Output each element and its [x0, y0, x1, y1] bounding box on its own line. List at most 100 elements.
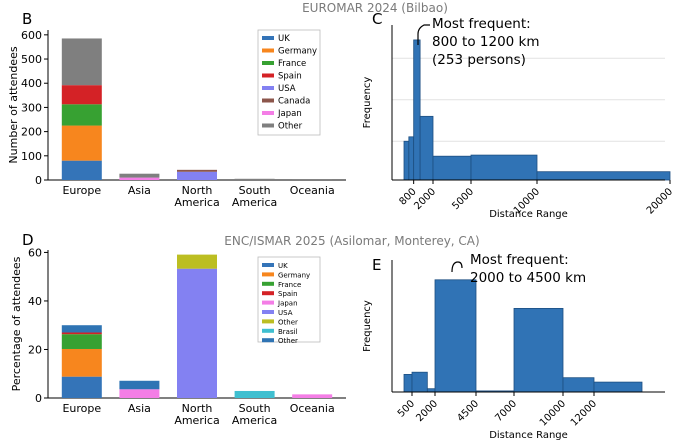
y-tick-label: 0: [35, 174, 42, 187]
legend-swatch-spain: [262, 291, 274, 296]
y-tick-label: 0: [35, 392, 42, 405]
panel-label: C: [372, 10, 382, 28]
bar-segment-south-america-other: [234, 178, 275, 180]
x-axis-label: Distance Range: [489, 430, 568, 441]
histogram-bar-10000-12000: [562, 377, 595, 393]
x-tick-label: Europe: [62, 402, 101, 415]
legend-swatch-usa: [262, 86, 274, 90]
legend-swatch-other: [262, 319, 274, 324]
x-tick-label: 2000: [414, 398, 440, 424]
bar-segment-europe-other: [61, 325, 102, 333]
histogram-bar-200-500: [403, 140, 410, 181]
y-tick-label: 200: [21, 126, 42, 139]
bar-segment-oceania-other: [292, 179, 333, 180]
legend-label-spain: Spain: [278, 290, 298, 298]
x-tick-label: America: [232, 196, 277, 209]
figure-title-top: EUROMAR 2024 (Bilbao): [302, 1, 448, 15]
legend-label-japan: Japan: [277, 109, 302, 119]
annotation-text: Most frequent:: [470, 252, 569, 268]
x-tick-label: Asia: [128, 184, 151, 197]
bar-segment-oceania-japan: [292, 394, 333, 398]
panel-label: E: [372, 256, 381, 274]
legend-swatch-japan: [262, 300, 274, 305]
legend-swatch-canada: [262, 98, 274, 103]
bar-segment-europe-germany: [61, 348, 102, 377]
legend-swatch-germany: [262, 48, 274, 53]
x-tick-label: Oceania: [290, 184, 335, 197]
x-tick-label: 4500: [455, 398, 481, 424]
x-tick-label: America: [232, 414, 277, 427]
legend-swatch-france: [262, 281, 274, 286]
bar-segment-europe-uk: [61, 376, 102, 398]
legend-swatch-brasil: [262, 328, 274, 333]
histogram-bar-0-500: [403, 373, 413, 393]
histogram-bar-1200-2000: [419, 115, 434, 181]
y-axis-label: Percentage of attendees: [10, 256, 23, 391]
bar-segment-europe-france: [61, 104, 102, 126]
legend-swatch-spain: [262, 73, 274, 78]
legend-box: [257, 29, 321, 136]
x-tick-label: America: [174, 414, 219, 427]
legend-label-france: France: [278, 59, 306, 69]
legend-swatch-usa: [262, 310, 274, 314]
x-tick-label: America: [174, 196, 219, 209]
legend-swatch-france: [262, 61, 274, 65]
bar-segment-europe-other: [61, 38, 102, 86]
bar-segment-europe-germany: [61, 125, 102, 161]
histogram-bar-2000-4500: [434, 279, 477, 393]
histogram-bar-5000-10000: [470, 154, 538, 181]
legend-swatch-uk: [262, 36, 274, 40]
legend-swatch-japan: [262, 111, 274, 115]
legend-swatch-other: [262, 338, 274, 343]
bar-segment-asia-japan: [119, 177, 160, 180]
legend-label-france: France: [278, 281, 301, 289]
legend-label-uk: UK: [278, 262, 288, 270]
y-axis-label: Frequency: [362, 77, 373, 129]
bar-segment-europe-france: [61, 334, 102, 349]
bar-segment-north-america-other: [177, 254, 217, 269]
bar-segment-north-america-usa: [177, 171, 217, 180]
y-tick-label: 60: [28, 246, 42, 259]
y-tick-label: 100: [21, 150, 42, 163]
bar-segment-south-america-brasil: [234, 390, 275, 398]
x-tick-label: Oceania: [290, 402, 335, 415]
histogram-bar-2000-5000: [432, 155, 472, 181]
bar-segment-asia-other: [119, 380, 160, 390]
x-tick-label: 20000: [645, 186, 675, 216]
y-tick-label: 500: [21, 53, 42, 66]
x-tick-label: South: [239, 184, 271, 197]
legend-label-canada: Canada: [278, 97, 310, 107]
y-tick-label: 40: [28, 295, 42, 308]
annotation-text: (253 persons): [432, 52, 526, 68]
x-tick-label: 5000: [450, 186, 476, 212]
legend-label-germany: Germany: [278, 47, 317, 57]
x-axis-label: Distance Range: [489, 209, 568, 220]
x-tick-label: 7000: [493, 398, 519, 424]
legend-label-japan: Japan: [277, 300, 298, 308]
bar-segment-north-america-usa: [177, 268, 217, 398]
x-tick-label: North: [182, 402, 213, 415]
legend-label-other: Other: [278, 318, 298, 326]
legend-box: [257, 256, 321, 343]
annotation-text: 800 to 1200 km: [432, 34, 540, 50]
x-tick-label: North: [182, 184, 213, 197]
y-tick-label: 20: [28, 343, 42, 356]
panel-d-stacked-bar-chart: D 0 20 40 60 Percentage of attendees Europe Asi…: [10, 231, 346, 427]
legend-label-brasil: Brasil: [278, 328, 298, 336]
bar-segment-asia-japan: [119, 389, 160, 398]
legend-swatch-uk: [262, 263, 274, 267]
bar-segment-north-america-canada: [177, 169, 217, 172]
legend-label-usa: USA: [278, 84, 296, 94]
y-tick-label: 300: [21, 101, 42, 114]
annotation-bracket: [451, 261, 463, 273]
y-tick-label: 400: [21, 77, 42, 90]
histogram-bar-800-1200: [413, 39, 421, 181]
annotation-bracket: [417, 24, 430, 45]
histogram-bar-500-800: [408, 136, 415, 181]
legend-label-spain: Spain: [278, 72, 302, 82]
x-tick-label: Asia: [128, 402, 151, 415]
